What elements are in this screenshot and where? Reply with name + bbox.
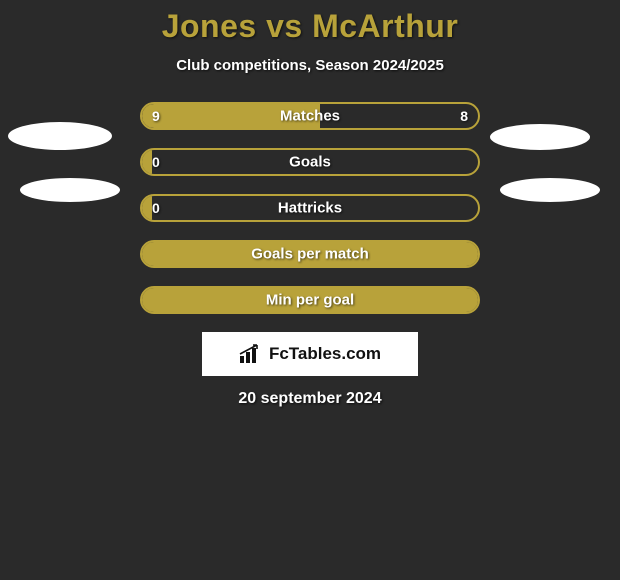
bars-up-icon	[239, 344, 263, 364]
stat-bar-fill	[142, 196, 152, 220]
player-marker	[490, 124, 590, 150]
stat-bar-fill	[142, 150, 152, 174]
stat-label: Matches	[280, 108, 340, 125]
stat-bar: Hattricks 0	[140, 194, 480, 222]
stat-bar: Goals 0	[140, 148, 480, 176]
stat-bar: Matches 9 8	[140, 102, 480, 130]
logo: FcTables.com	[239, 344, 381, 364]
stat-row: Min per goal	[0, 286, 620, 314]
stat-label: Goals per match	[251, 246, 369, 263]
player-marker	[20, 178, 120, 202]
stat-bar: Goals per match	[140, 240, 480, 268]
stat-label: Goals	[289, 154, 331, 171]
subtitle: Club competitions, Season 2024/2025	[0, 57, 620, 74]
stat-bar: Min per goal	[140, 286, 480, 314]
player-marker	[500, 178, 600, 202]
logo-box: FcTables.com	[202, 332, 418, 376]
player-marker	[8, 122, 112, 150]
stat-value-left: 0	[152, 200, 160, 216]
root: Jones vs McArthur Club competitions, Sea…	[0, 0, 620, 408]
stat-value-left: 0	[152, 154, 160, 170]
stat-label: Hattricks	[278, 200, 342, 217]
date-text: 20 september 2024	[0, 390, 620, 408]
stat-row: Goals per match	[0, 240, 620, 268]
stat-value-left: 9	[152, 108, 160, 124]
page-title: Jones vs McArthur	[0, 8, 620, 45]
logo-text: FcTables.com	[269, 344, 381, 364]
stat-row: Goals 0	[0, 148, 620, 176]
stat-value-right: 8	[460, 108, 468, 124]
stat-label: Min per goal	[266, 292, 354, 309]
